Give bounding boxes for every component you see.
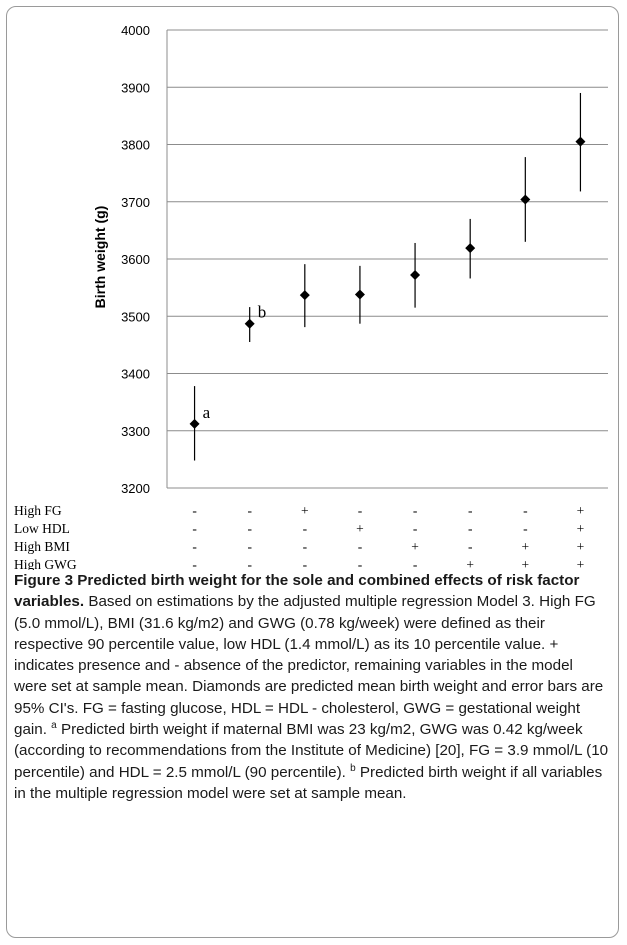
predictor-row-label: High GWG (14, 557, 77, 570)
data-point-diamond (189, 418, 200, 429)
data-point-diamond (575, 136, 586, 147)
predictor-cell: - (468, 521, 473, 536)
predictor-cell: + (301, 503, 309, 518)
predictor-cell: - (468, 503, 473, 518)
predictor-cell: - (192, 521, 197, 536)
predictor-cell: - (247, 503, 252, 518)
caption-title: Figure 3 Predicted birth weight for the … (14, 572, 580, 611)
y-tick-label: 3800 (121, 138, 150, 153)
predictor-cell: + (356, 521, 364, 536)
predictor-cell: + (577, 503, 585, 518)
caption-note-a-marker: a (51, 720, 57, 732)
y-axis-label: Birth weight (g) (92, 206, 108, 309)
predictor-cell: - (303, 539, 308, 554)
data-point-diamond (410, 270, 421, 281)
predictor-cell: - (413, 503, 418, 518)
point-annotation-label: b (258, 303, 267, 322)
y-tick-label: 3900 (121, 80, 150, 95)
point-annotation-label: a (203, 403, 211, 422)
data-point-diamond (465, 243, 476, 254)
figure-frame (6, 6, 619, 938)
predictor-cell: - (358, 503, 363, 518)
predictor-cell: - (247, 557, 252, 570)
data-point-diamond (354, 289, 365, 300)
predictor-cell: + (577, 557, 585, 570)
y-tick-label: 3500 (121, 309, 150, 324)
figure-caption: Figure 3 Predicted birth weight for the … (14, 570, 610, 804)
predictor-cell: - (192, 557, 197, 570)
data-points (189, 136, 586, 429)
predictor-cell: + (411, 539, 419, 554)
predictor-cell: - (468, 539, 473, 554)
predictor-row-label: High FG (14, 503, 62, 518)
data-point-diamond (244, 318, 255, 329)
predictor-table: High FG - - + - - - - + Low HDL - - - + - - - + High BMI - -… (14, 503, 584, 570)
error-bars (193, 92, 582, 461)
data-point-diamond (520, 194, 531, 205)
y-tick-label: 4000 (121, 23, 150, 38)
predictor-cell: - (523, 503, 528, 518)
y-tick-label: 3300 (121, 424, 150, 439)
point-annotations: ab (203, 303, 267, 422)
data-point-diamond (299, 290, 310, 301)
y-tick-label: 3200 (121, 481, 150, 496)
predictor-cell: - (413, 557, 418, 570)
y-tick-label: 3700 (121, 195, 150, 210)
predictor-row-label: High BMI (14, 539, 70, 554)
predictor-cell: - (413, 521, 418, 536)
y-tick-label: 3400 (121, 367, 150, 382)
predictor-cell: + (577, 521, 585, 536)
predictor-cell: - (358, 539, 363, 554)
predictor-row-label: Low HDL (14, 521, 70, 536)
predictor-cell: - (523, 521, 528, 536)
predictor-cell: + (522, 539, 530, 554)
chart-gridlines (166, 29, 608, 489)
predictor-cell: - (192, 539, 197, 554)
caption-body: Based on estimations by the adjusted mul… (14, 593, 604, 739)
predictor-cell: + (577, 539, 585, 554)
predictor-cell: - (358, 557, 363, 570)
predictor-cell: - (303, 557, 308, 570)
predictor-cell: + (522, 557, 530, 570)
predictor-cell: - (247, 521, 252, 536)
predictor-cell: - (247, 539, 252, 554)
caption-note-b: Predicted birth weight if all variables … (14, 763, 603, 802)
predictor-cell: - (192, 503, 197, 518)
predictor-cell: + (466, 557, 474, 570)
caption-note-b-marker: b (350, 762, 356, 774)
y-axis-tick-labels: 3200 3300 3400 3500 3600 3700 3800 3900 4000 (121, 23, 150, 496)
predictor-cell: - (303, 521, 308, 536)
y-tick-label: 3600 (121, 252, 150, 267)
caption-note-a: Predicted birth weight if maternal BMI w… (14, 721, 609, 781)
